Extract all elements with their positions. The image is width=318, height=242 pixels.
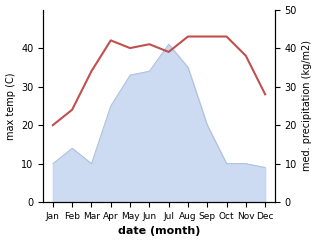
Y-axis label: max temp (C): max temp (C): [5, 72, 16, 140]
X-axis label: date (month): date (month): [118, 227, 200, 236]
Y-axis label: med. precipitation (kg/m2): med. precipitation (kg/m2): [302, 40, 313, 171]
